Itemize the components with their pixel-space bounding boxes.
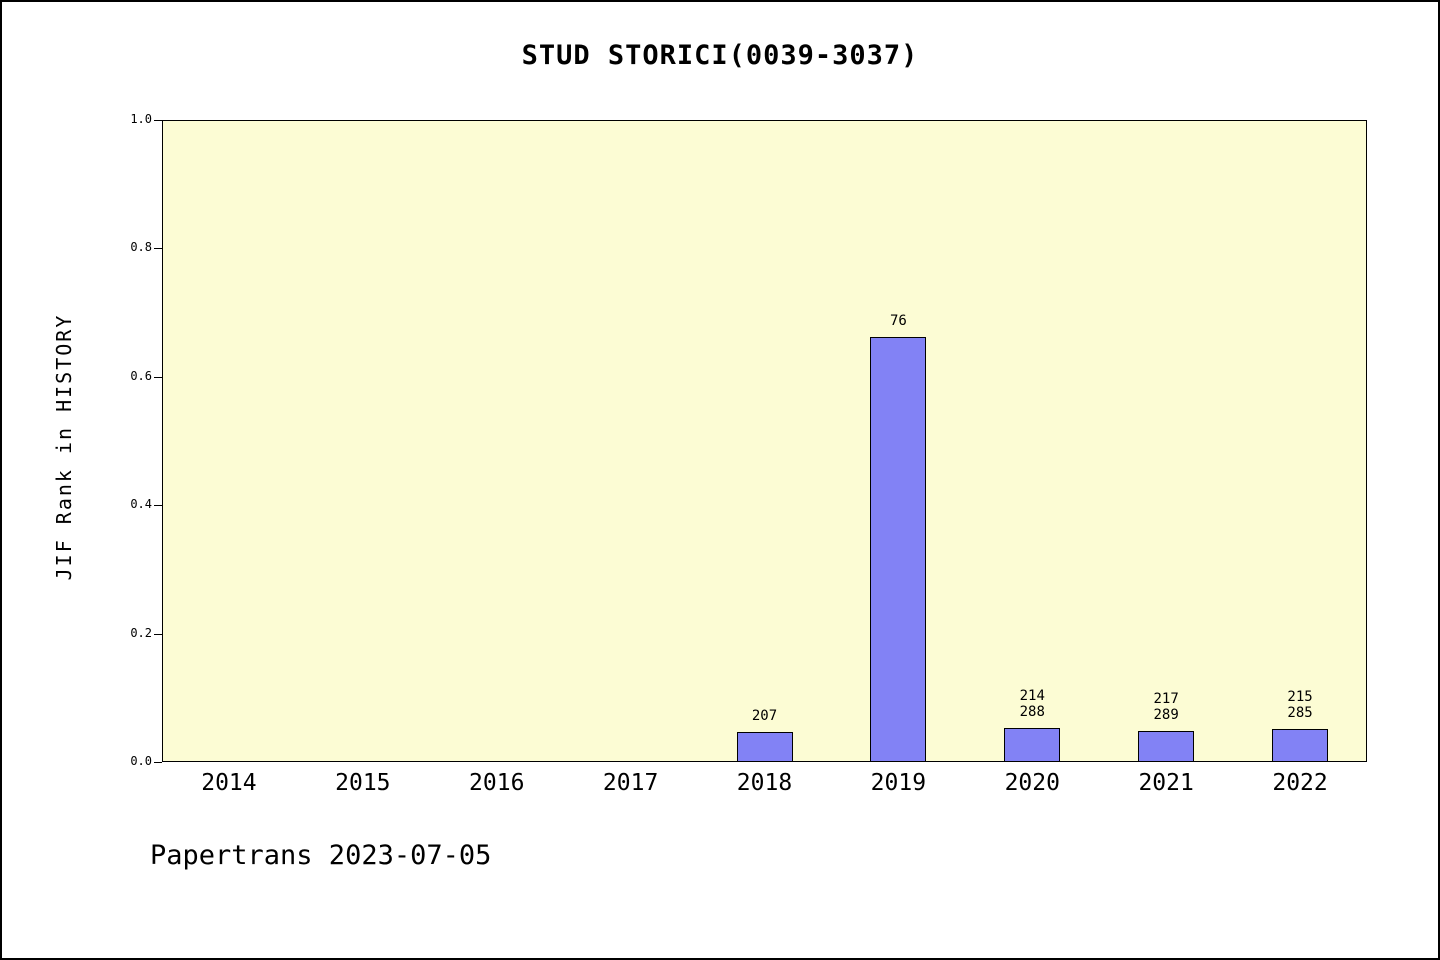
x-tick-label: 2016 — [469, 770, 525, 796]
bar-value-label: 76 — [889, 313, 907, 329]
bar-value-label: 214 288 — [1019, 688, 1045, 720]
bar — [737, 732, 793, 762]
y-tick-label: 1.0 — [130, 112, 152, 126]
y-tick-mark — [154, 376, 162, 378]
x-tick-label: 2019 — [870, 770, 927, 796]
footer-watermark: Papertrans 2023-07-05 — [150, 840, 492, 871]
y-tick-mark — [154, 505, 162, 507]
y-tick-mark — [154, 762, 162, 763]
y-axis-label: JIF Rank in HISTORY — [52, 313, 76, 581]
y-tick-label: 0.8 — [130, 240, 152, 255]
plot-area — [162, 120, 1367, 762]
x-tick-label: 2022 — [1272, 770, 1328, 796]
y-tick-label: 0.2 — [130, 625, 152, 640]
x-tick-label: 2017 — [602, 770, 659, 796]
y-tick-label: 0.6 — [130, 368, 152, 383]
y-tick-mark — [154, 120, 162, 121]
x-tick-label: 2018 — [736, 770, 793, 796]
bar-value-label: 207 — [751, 708, 778, 724]
x-tick-label: 2014 — [201, 770, 257, 796]
y-tick-mark — [154, 633, 162, 635]
y-tick-mark — [154, 248, 162, 250]
x-tick-label: 2015 — [335, 770, 391, 796]
bar — [1004, 728, 1060, 762]
bar — [870, 337, 926, 762]
bar-value-label: 215 285 — [1287, 689, 1313, 721]
y-tick-label: 0.0 — [130, 754, 152, 768]
chart-title: STUD STORICI(0039-3037) — [521, 40, 919, 71]
bar — [1138, 731, 1194, 762]
x-tick-label: 2021 — [1138, 770, 1194, 796]
bar — [1272, 729, 1328, 762]
x-tick-label: 2020 — [1004, 770, 1060, 796]
y-tick-label: 0.4 — [130, 497, 152, 512]
bar-value-label: 217 289 — [1153, 691, 1179, 723]
